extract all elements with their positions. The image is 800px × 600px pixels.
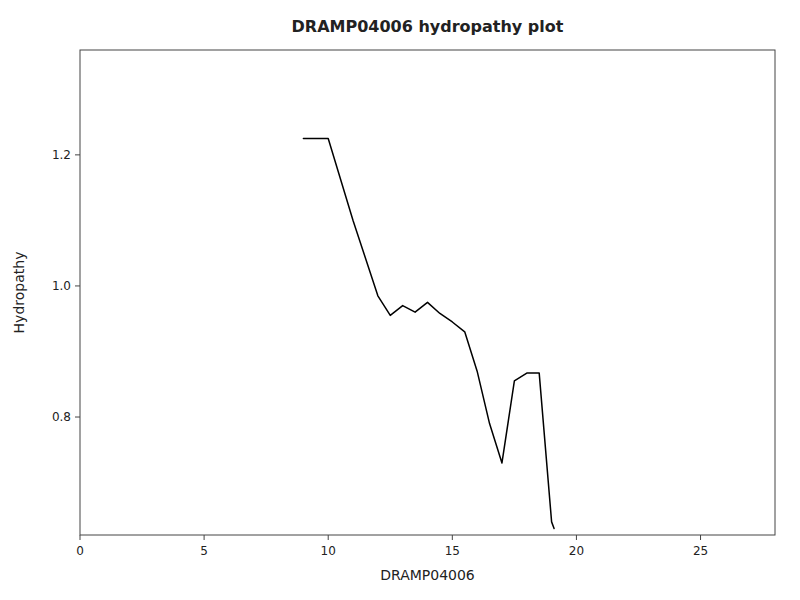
y-tick [75,154,80,155]
x-tick-label: 5 [200,544,208,558]
y-tick-label: 1.2 [52,148,71,162]
x-tick [452,535,453,540]
x-tick [700,535,701,540]
plot-frame [80,50,775,535]
x-tick [328,535,329,540]
data-line [303,138,554,528]
y-tick-label: 1.0 [52,279,71,293]
y-axis-label: Hydropathy [11,252,27,334]
x-tick [576,535,577,540]
x-tick [204,535,205,540]
y-tick [75,417,80,418]
chart-title: DRAMP04006 hydropathy plot [292,17,564,36]
x-axis-label: DRAMP04006 [380,567,475,583]
y-tick-label: 0.8 [52,410,71,424]
y-tick [75,285,80,286]
x-tick-label: 10 [321,544,336,558]
x-tick-label: 0 [76,544,84,558]
x-tick-label: 20 [569,544,584,558]
x-axis: 0 5 10 15 20 25 [76,535,708,558]
x-tick-label: 15 [445,544,460,558]
plot-area [303,138,554,528]
y-axis: 0.8 1.0 1.2 [52,148,80,424]
x-tick-label: 25 [693,544,708,558]
chart: 0 5 10 15 20 25 0.8 1.0 1.2 DRAMP04006 hydropathy… [0,0,800,600]
x-tick [80,535,81,540]
